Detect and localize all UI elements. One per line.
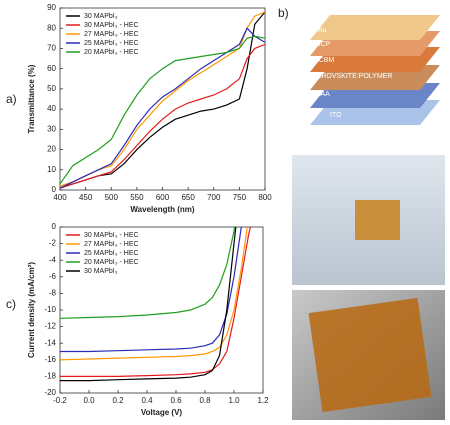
- x-tick-label: 550: [130, 193, 144, 202]
- y-tick-label: -10: [44, 305, 56, 314]
- x-tick-label: 0.2: [112, 396, 124, 405]
- layer-label: PCBM: [314, 57, 334, 64]
- legend-label: 25 MAPbI₃ - HEC: [84, 250, 139, 257]
- layer-shape: [310, 15, 440, 40]
- panel-label: b): [278, 6, 289, 20]
- plot-area: [60, 227, 251, 382]
- x-tick-label: 400: [53, 193, 67, 202]
- x-tick-label: 0.6: [170, 396, 182, 405]
- plot-area: [60, 11, 265, 189]
- y-tick-label: 20: [47, 145, 56, 154]
- photo-sample: [308, 297, 432, 413]
- y-tick-label: -4: [49, 255, 57, 264]
- layer-label: PEROVSKITE:POLYMER: [312, 73, 392, 80]
- series-line: [60, 227, 248, 361]
- x-tick-label: 0.8: [199, 396, 211, 405]
- legend-label: 30 MAPbI₃: [84, 268, 118, 275]
- legend-label: 20 MAPbI₃ - HEC: [84, 49, 139, 56]
- x-axis-label: Voltage (V): [141, 408, 183, 417]
- x-tick-label: 500: [105, 193, 119, 202]
- y-tick-label: -18: [44, 372, 56, 381]
- x-tick-label: 0.4: [141, 396, 153, 405]
- x-tick-label: 800: [258, 193, 272, 202]
- y-tick-label: 70: [47, 44, 56, 53]
- legend-label: 30 MAPbI₃: [84, 13, 118, 20]
- x-axis-label: Wavelength (nm): [130, 205, 194, 214]
- y-tick-label: 0: [52, 185, 57, 194]
- y-tick-label: -14: [44, 338, 56, 347]
- legend-label: 27 MAPbI₃ - HEC: [84, 31, 139, 38]
- y-tick-label: 80: [47, 23, 56, 32]
- series-line: [60, 227, 242, 353]
- series-line: [60, 227, 251, 377]
- y-axis-label: Current density (mA/cm²): [27, 262, 36, 358]
- series-line: [60, 27, 265, 189]
- y-tick-label: 30: [47, 124, 56, 133]
- legend-label: 27 MAPbI₃ - HEC: [84, 241, 139, 248]
- series-line: [60, 43, 265, 189]
- x-tick-label: 600: [156, 193, 170, 202]
- y-tick-label: -12: [44, 322, 56, 331]
- series-line: [60, 11, 265, 187]
- y-tick-label: 90: [47, 3, 56, 12]
- y-tick-label: -6: [49, 272, 57, 281]
- x-tick-label: 1.2: [257, 396, 269, 405]
- y-axis-label: Transmittance (%): [27, 64, 36, 133]
- series-line: [60, 11, 265, 189]
- x-tick-label: -0.2: [53, 396, 67, 405]
- layer-label: BCP: [316, 41, 331, 48]
- x-tick-label: 0.0: [83, 396, 95, 405]
- legend-label: 20 MAPbI₃ - HEC: [84, 259, 139, 266]
- panel-label: c): [6, 297, 16, 311]
- y-tick-label: 60: [47, 64, 56, 73]
- y-tick-label: 10: [47, 165, 56, 174]
- x-tick-label: 450: [79, 193, 93, 202]
- device-stack: Au BCP PCBM PEROVSKITE:POLYMER PTAA ITO: [310, 15, 440, 125]
- series-line: [60, 227, 237, 382]
- legend-label: 30 MAPbI₃ - HEC: [84, 232, 139, 239]
- x-tick-label: 650: [181, 193, 195, 202]
- y-tick-label: 0: [52, 222, 57, 231]
- series-line: [60, 35, 265, 185]
- x-tick-label: 700: [207, 193, 221, 202]
- layer-label: PTAA: [312, 91, 330, 98]
- layer-label: Au: [318, 27, 327, 34]
- series-line: [60, 227, 236, 319]
- y-tick-label: -20: [44, 388, 56, 397]
- x-tick-label: 750: [233, 193, 247, 202]
- y-tick-label: -8: [49, 289, 57, 298]
- y-tick-label: -16: [44, 355, 56, 364]
- y-tick-label: 50: [47, 84, 56, 93]
- legend-label: 30 MAPbI₃ - HEC: [84, 22, 139, 29]
- panel-label: a): [6, 92, 17, 106]
- layer-label: ITO: [330, 112, 342, 119]
- y-tick-label: -2: [49, 239, 57, 248]
- x-tick-label: 1.0: [228, 396, 240, 405]
- photo-sample: [355, 200, 400, 240]
- legend-label: 25 MAPbI₃ - HEC: [84, 40, 139, 47]
- y-tick-label: 40: [47, 104, 56, 113]
